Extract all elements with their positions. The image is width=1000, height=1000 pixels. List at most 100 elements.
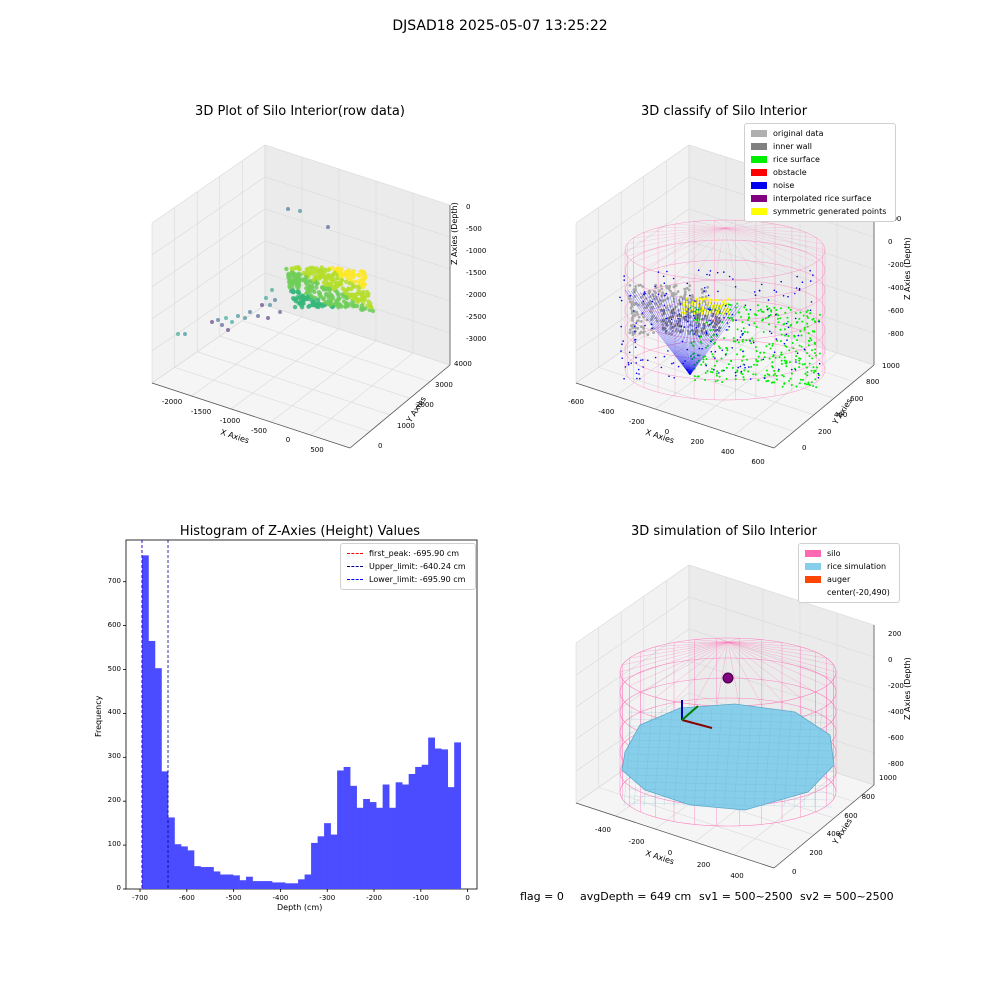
panel2-noise-point bbox=[621, 343, 623, 346]
panel2-noise-point bbox=[736, 339, 739, 341]
panel1-point bbox=[349, 270, 354, 275]
panel2-noise-point bbox=[723, 271, 725, 273]
panel2-noise-point bbox=[627, 363, 630, 366]
panel2-symmetric-point bbox=[682, 303, 685, 306]
panel4-roof-line bbox=[727, 641, 783, 702]
panel2-original-point bbox=[685, 286, 689, 290]
panel1-point bbox=[330, 265, 335, 271]
panel2-legend-item: obstacle bbox=[751, 166, 889, 179]
panel2-rice-surface-point bbox=[743, 306, 746, 309]
panel4-grid-floor-b bbox=[734, 772, 838, 856]
panel3-xtick: -100 bbox=[412, 894, 429, 902]
panel3-bar bbox=[447, 787, 455, 889]
panel4-roof-line bbox=[694, 641, 729, 705]
panel2-rice-surface-point bbox=[815, 366, 818, 369]
panel2-noise-point bbox=[673, 377, 675, 379]
panel2-rice-surface-point bbox=[813, 369, 816, 372]
panel2-rice-surface-point bbox=[811, 318, 814, 321]
panel2-rice-surface-point bbox=[746, 319, 749, 322]
panel3-legend-line bbox=[347, 579, 363, 580]
panel2-rice-surface-point bbox=[742, 327, 745, 330]
panel2-rice-surface-point bbox=[815, 386, 818, 389]
panel2-original-point bbox=[633, 332, 637, 335]
panel3-bar bbox=[441, 749, 449, 889]
panel1-point bbox=[314, 285, 319, 290]
panel2-noise-point bbox=[783, 342, 786, 345]
panel2-symmetric-point bbox=[712, 299, 715, 302]
panel1-point bbox=[325, 286, 331, 291]
panel1-point bbox=[243, 316, 247, 320]
panel2-rice-surface-point bbox=[752, 373, 755, 376]
panel2-noise-point bbox=[704, 287, 706, 289]
panel2-rice-surface-point bbox=[775, 309, 778, 311]
panel2-title: 3D classify of Silo Interior bbox=[640, 104, 808, 119]
panel3-bar bbox=[415, 766, 422, 889]
panel4-surface-mesh bbox=[627, 774, 833, 780]
panel1-point bbox=[304, 274, 309, 280]
panel2-noise-point bbox=[714, 357, 716, 359]
panel2-noise-point bbox=[663, 355, 666, 358]
panel1-point bbox=[357, 273, 362, 278]
panel2-inner-wall-point bbox=[718, 326, 721, 330]
panel2-rice-surface-point bbox=[806, 374, 809, 377]
panel2-original-point bbox=[683, 290, 687, 294]
panel1-point bbox=[336, 269, 341, 274]
panel3-bar bbox=[207, 867, 214, 889]
panel1-grid-floor-a bbox=[219, 335, 411, 399]
panel2-rice-surface-point bbox=[704, 372, 707, 374]
panel2-rice-surface-point bbox=[727, 303, 730, 306]
panel2-roof-line bbox=[724, 227, 817, 263]
panel2-noise-line bbox=[639, 291, 691, 376]
panel2-noise-point bbox=[635, 356, 637, 359]
panel1-point bbox=[301, 295, 306, 300]
panel2-original-point bbox=[687, 288, 691, 292]
panel2-rice-surface-point bbox=[716, 379, 719, 382]
panel4-xtick: -200 bbox=[628, 837, 645, 846]
panel2-noise-point bbox=[731, 347, 733, 349]
panel2-inner-wall-point bbox=[714, 315, 718, 319]
panel3-bar bbox=[434, 748, 442, 889]
panel2-noise-point bbox=[760, 283, 763, 286]
panel4-roof-line bbox=[655, 641, 729, 647]
panel3-bar bbox=[154, 668, 162, 889]
panel2-ztick: 0 bbox=[888, 238, 893, 246]
panel1-point bbox=[260, 303, 264, 307]
panel1-point bbox=[352, 284, 358, 289]
panel4-ytick: 0 bbox=[792, 868, 797, 876]
panel3-bar bbox=[428, 737, 435, 889]
panel2-rice-surface-point bbox=[806, 371, 809, 374]
panel3-bar bbox=[311, 842, 318, 889]
panel2-legend-item: symmetric generated points bbox=[751, 205, 889, 218]
panel2-noise-point bbox=[775, 338, 778, 340]
panel1-point bbox=[317, 267, 323, 273]
panel2-noise-point bbox=[785, 322, 788, 325]
panel2-ztick: -800 bbox=[888, 330, 904, 338]
panel1-pane-right bbox=[265, 145, 450, 365]
panel1-point bbox=[331, 285, 336, 290]
panel2-rice-surface-point bbox=[736, 328, 739, 331]
footer-flag: flag = 0 bbox=[520, 890, 564, 903]
panel2-noise-point bbox=[714, 350, 717, 353]
panel4-surface-mesh bbox=[733, 707, 743, 807]
panel2-legend-swatch bbox=[751, 156, 767, 163]
panel2-rice-surface-point bbox=[778, 356, 781, 359]
panel2-roof-line bbox=[627, 227, 726, 244]
panel2-rice-surface-point bbox=[786, 316, 789, 319]
panel3-bar bbox=[389, 807, 396, 889]
panel2-original-point bbox=[637, 319, 640, 323]
panel2-rice-surface-point bbox=[772, 354, 775, 356]
panel2-rice-surface-point bbox=[783, 356, 786, 359]
panel1-point bbox=[264, 296, 268, 300]
panel2-rice-surface-point bbox=[764, 317, 767, 320]
panel3-bar bbox=[382, 784, 390, 889]
panel2-original-point bbox=[640, 296, 643, 299]
panel1-point bbox=[305, 289, 310, 295]
panel2-rice-surface-point bbox=[694, 321, 697, 324]
panel2-rice-surface-point bbox=[795, 385, 798, 388]
panel2-roof-line bbox=[724, 223, 776, 229]
panel2-rice-surface-point bbox=[782, 375, 785, 378]
panel2-rice-surface-point bbox=[741, 321, 744, 324]
panel1-title: 3D Plot of Silo Interior(row data) bbox=[195, 104, 405, 119]
panel1-point bbox=[289, 288, 294, 294]
panel2-roof-line bbox=[724, 227, 806, 233]
